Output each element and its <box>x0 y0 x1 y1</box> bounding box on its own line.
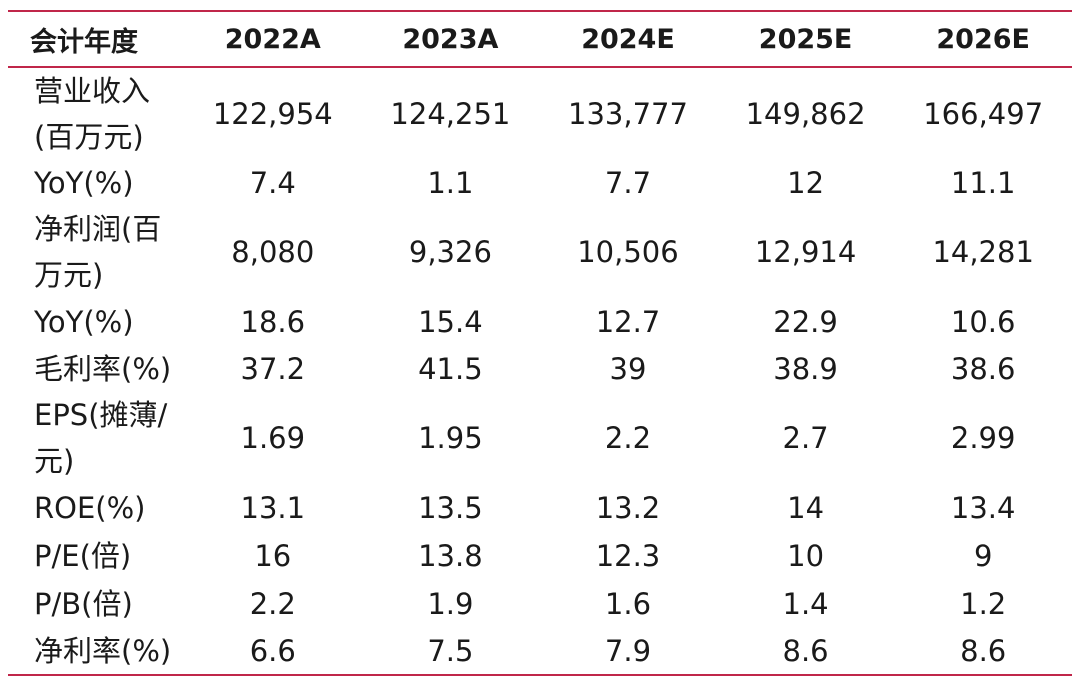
value-cell: 38.6 <box>950 352 1016 386</box>
table-row: 净利率(%) 6.6 7.5 7.9 8.6 8.6 <box>8 628 1072 676</box>
row-label-line: 万元) <box>34 258 104 292</box>
row-label: 净利润(百万元) <box>8 206 184 298</box>
value-cell: 7.4 <box>249 166 296 200</box>
value-cell: 166,497 <box>923 97 1044 131</box>
value-cell: 7.5 <box>361 628 540 676</box>
row-label: 净利率(%) <box>8 628 184 676</box>
financial-forecast-table-container: 会计年度 2022A 2023A 2024E 2025E 2026E 营业收入 (… <box>8 10 1072 676</box>
value-cell: 37.2 <box>240 352 306 386</box>
value-cell: 1.1 <box>427 166 474 200</box>
value-cell: 12,914 <box>754 235 857 269</box>
value-cell: 13.5 <box>418 491 483 525</box>
value-cell: 39 <box>609 352 647 386</box>
header-cell-year: 2024E <box>539 10 717 68</box>
value-cell: 9,326 <box>408 235 492 269</box>
value-cell: 7.7 <box>604 166 652 200</box>
row-label-line: YoY(%) <box>34 166 134 200</box>
header-cell-year: 2026E <box>894 10 1072 68</box>
header-cell-year: 2022A <box>184 10 362 68</box>
row-label-line: 净利率(%) <box>34 634 172 668</box>
value-cell: 1.9 <box>427 587 474 621</box>
value-cell: 10,506 <box>577 235 679 269</box>
value-cell: 2.99 <box>950 421 1016 455</box>
value-cell: 14 <box>787 491 825 525</box>
table-row: 营业收入 (百万元) 122,954 124,251 133,777 149,862 166… <box>8 67 1072 160</box>
value-cell: 15.4 <box>418 305 483 339</box>
value-cell: 12 <box>787 166 825 200</box>
value-cell: 8.6 <box>716 628 895 676</box>
value-cell: 1.69 <box>240 421 306 455</box>
row-label-line: 营业收入 <box>34 74 151 108</box>
row-label: P/B(倍) <box>8 580 184 628</box>
table-row: 净利润(百万元) 8,080 9,326 10,506 12,914 14,281 <box>8 206 1072 298</box>
row-label-line: 元) <box>34 444 75 478</box>
value-cell: 13.4 <box>950 491 1016 525</box>
value-cell: 11.1 <box>950 166 1016 200</box>
value-cell: 9 <box>973 539 993 573</box>
value-cell: 13.2 <box>595 491 661 525</box>
value-cell: 1.4 <box>782 587 829 621</box>
row-label-line: P/B(倍) <box>34 587 133 621</box>
header-cell-fiscal-year: 会计年度 <box>8 10 184 68</box>
row-label: EPS(摊薄/元) <box>8 392 184 484</box>
financial-forecast-table: 会计年度 2022A 2023A 2024E 2025E 2026E 营业收入 (… <box>8 10 1072 676</box>
table-body: 营业收入 (百万元) 122,954 124,251 133,777 149,862 166… <box>8 67 1072 676</box>
value-cell: 16 <box>254 539 292 573</box>
value-cell: 133,777 <box>568 97 688 131</box>
value-cell: 1.95 <box>418 421 483 455</box>
table-row: YoY(%) 7.4 1.1 7.7 12 11.1 <box>8 160 1072 206</box>
row-label-line: P/E(倍) <box>34 539 132 573</box>
value-cell: 2.7 <box>782 421 829 455</box>
value-cell: 122,954 <box>212 97 333 131</box>
value-cell: 7.9 <box>539 628 717 676</box>
value-cell: 6.6 <box>184 628 362 676</box>
value-cell: 124,251 <box>390 97 511 131</box>
row-label-line: 毛利率(%) <box>34 352 172 386</box>
table-header-row: 会计年度 2022A 2023A 2024E 2025E 2026E <box>8 10 1072 68</box>
table-row: EPS(摊薄/元) 1.69 1.95 2.2 2.7 2.99 <box>8 392 1072 484</box>
row-label: P/E(倍) <box>8 532 184 580</box>
value-cell: 2.2 <box>604 421 652 455</box>
row-label-line: EPS(摊薄/ <box>34 398 168 432</box>
row-label: ROE(%) <box>8 484 184 532</box>
value-cell: 149,862 <box>745 97 866 131</box>
table-row: P/B(倍) 2.2 1.9 1.6 1.4 1.2 <box>8 580 1072 628</box>
row-label-line: YoY(%) <box>34 305 134 339</box>
table-row: ROE(%) 13.1 13.5 13.2 14 13.4 <box>8 484 1072 532</box>
value-cell: 12.7 <box>595 305 661 339</box>
table-row: 毛利率(%) 37.2 41.5 39 38.9 38.6 <box>8 346 1072 392</box>
row-label-line: 净利润(百 <box>34 212 162 246</box>
value-cell: 14,281 <box>932 235 1034 269</box>
row-label-line: (百万元) <box>34 120 144 154</box>
value-cell: 22.9 <box>773 305 838 339</box>
value-cell: 13.1 <box>240 491 306 525</box>
row-label: 毛利率(%) <box>8 346 184 392</box>
header-cell-year: 2023A <box>361 10 540 68</box>
row-label: YoY(%) <box>8 298 184 346</box>
header-cell-year: 2025E <box>716 10 895 68</box>
value-cell: 10.6 <box>950 305 1016 339</box>
value-cell: 1.2 <box>960 587 1007 621</box>
value-cell: 13.8 <box>418 539 483 573</box>
value-cell: 12.3 <box>595 539 661 573</box>
value-cell: 8.6 <box>894 628 1072 676</box>
row-label: 营业收入 (百万元) <box>8 67 184 160</box>
value-cell: 8,080 <box>231 235 315 269</box>
table-row: YoY(%) 18.6 15.4 12.7 22.9 10.6 <box>8 298 1072 346</box>
row-label: YoY(%) <box>8 160 184 206</box>
value-cell: 41.5 <box>418 352 483 386</box>
value-cell: 18.6 <box>240 305 306 339</box>
row-label-line: ROE(%) <box>34 491 146 525</box>
value-cell: 1.6 <box>604 587 652 621</box>
table-row: P/E(倍) 16 13.8 12.3 10 9 <box>8 532 1072 580</box>
value-cell: 10 <box>787 539 825 573</box>
value-cell: 38.9 <box>773 352 838 386</box>
value-cell: 2.2 <box>249 587 296 621</box>
